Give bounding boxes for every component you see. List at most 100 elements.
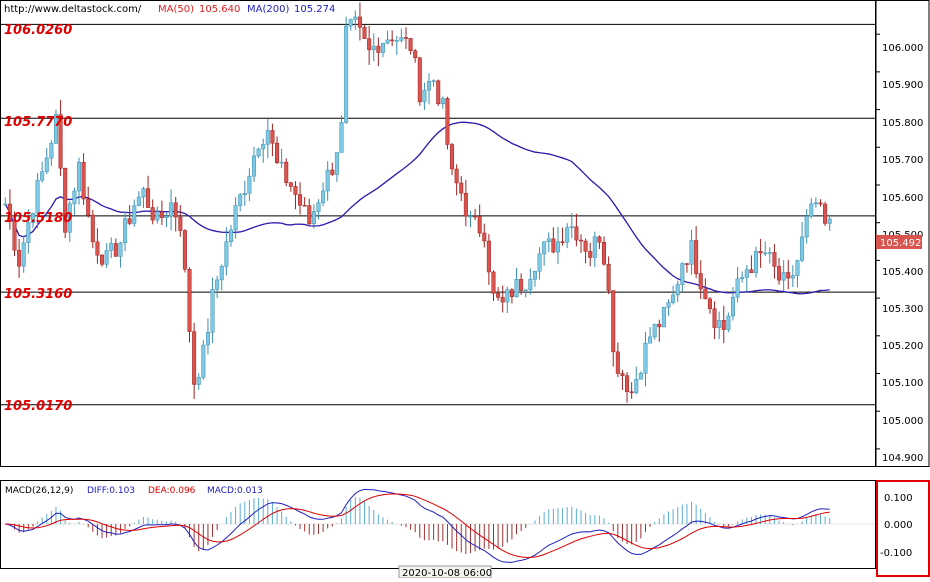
price-tick-label: 105.000 [882,416,923,427]
candle-body [813,202,818,205]
candle [565,223,570,249]
candle-body [431,80,436,82]
candle [574,213,579,247]
candle [380,42,385,58]
candle [256,147,261,159]
candle-body [569,226,574,228]
candle [555,227,560,265]
candle [210,277,215,343]
candle-body [256,148,261,157]
ma50-value: 105.640 [199,4,240,15]
candle [228,224,233,247]
candle [344,16,349,124]
price-tick-label: 104.900 [882,453,923,464]
ma200-label: MA(200) [247,4,289,15]
macd-dea-line [5,493,830,558]
candle-body [288,182,293,187]
candle-body [146,188,151,208]
candle [717,311,722,340]
candle-body [532,270,537,280]
candle [671,285,676,305]
candle-body [371,45,376,51]
candle-body [726,315,731,330]
candle [450,142,455,176]
candle-body [606,263,611,291]
candle [155,206,160,224]
candle-body [744,269,749,278]
candle-body [473,215,478,218]
candle-body [44,157,49,172]
candle-body [588,251,593,258]
candle-body [132,205,137,224]
candle [90,209,95,249]
candle-body [436,80,441,105]
candle-body [477,215,482,234]
candle-body [100,254,105,265]
candle-body [284,161,289,183]
candle [113,238,118,257]
candle-body [505,289,510,303]
candle-body [233,205,238,231]
candle [169,189,174,231]
candle-body [445,98,450,145]
candle [707,296,712,314]
candle [367,25,372,65]
candle-body [763,252,768,255]
candle-body [671,294,676,303]
candle-body [657,323,662,328]
candle [597,235,602,249]
candle-body [178,216,183,231]
candle-body [698,273,703,290]
candle-body [486,240,491,273]
candle-body [21,242,26,267]
candle-body [574,226,579,241]
candle-body [648,336,653,344]
candle-body [35,179,40,214]
candle-body [818,202,823,205]
candle-body [76,161,81,192]
candle-body [735,278,740,298]
macd-title: MACD(26,12,9) [5,486,73,496]
candle [560,227,565,246]
candle-body [758,251,763,254]
candle [602,236,607,266]
candle [17,238,22,278]
candle [390,30,395,47]
candle [689,229,694,275]
candle-body [58,114,63,169]
candle [818,199,823,207]
macd-plot [1,488,875,563]
candle [749,255,754,274]
candle-body [298,194,303,206]
candle-body [555,241,560,253]
candle [247,168,252,202]
candle [482,223,487,248]
candle-body [182,230,187,270]
candle [767,247,772,264]
candle-body [565,227,570,243]
candle-body [634,378,639,394]
candle [735,266,740,303]
candle-body [804,215,809,238]
candle [652,323,657,340]
candle [592,231,597,267]
candle-body [173,202,178,218]
candle [40,161,45,183]
candle [726,312,731,333]
candle-body [67,203,72,233]
level-lines [1,23,875,406]
candle-body [509,289,514,297]
candle [804,209,809,244]
candle-body [408,37,413,52]
candle [394,35,399,55]
candle-body [205,332,210,346]
candle-body [528,279,533,290]
candle [12,211,17,257]
candle [26,209,31,254]
candle [201,340,206,380]
candle [178,204,183,237]
candle [72,187,77,216]
candle-body [169,202,174,217]
source-url[interactable]: http://www.deltastock.com/ [4,4,142,15]
candle [173,197,178,232]
